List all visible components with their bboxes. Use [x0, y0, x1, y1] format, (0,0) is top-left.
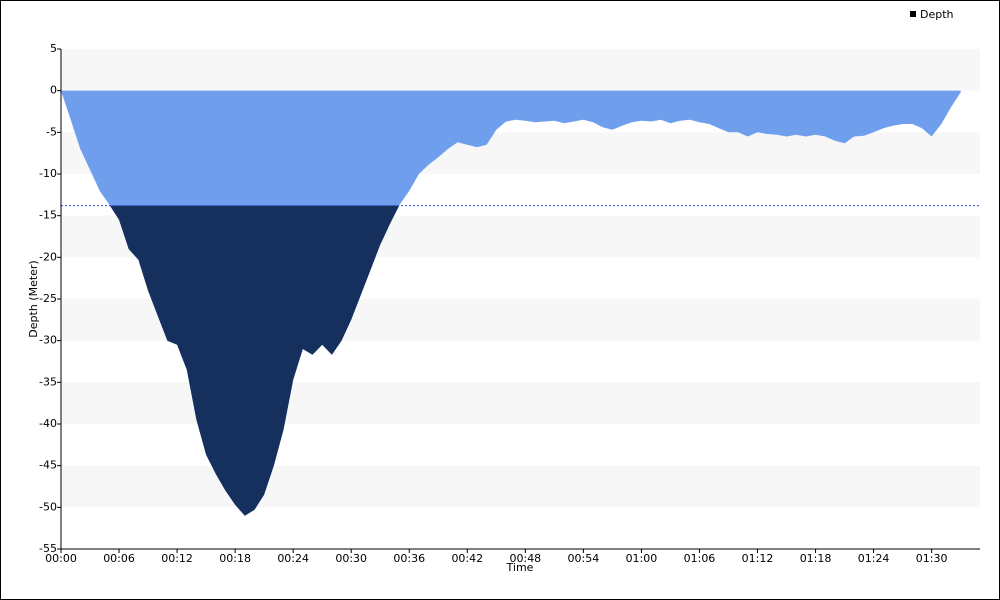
y-tick-label: -15	[39, 209, 57, 222]
x-tick-label: 01:06	[684, 552, 716, 565]
x-tick-label: 00:24	[277, 552, 309, 565]
y-tick-label: 0	[50, 84, 57, 97]
y-tick-label: -35	[39, 375, 57, 388]
y-tick-label: -10	[39, 167, 57, 180]
x-axis-title: Time	[506, 561, 534, 574]
x-tick-label: 01:24	[858, 552, 890, 565]
x-tick-label: 00:48	[509, 552, 541, 565]
x-tick-label: 00:06	[103, 552, 135, 565]
x-tick-label: 00:18	[219, 552, 251, 565]
y-axis-title: Depth (Meter)	[27, 260, 40, 337]
y-tick-label: -55	[39, 542, 57, 555]
legend-swatch	[910, 11, 916, 17]
y-tick-label: -5	[46, 125, 57, 138]
legend-label: Depth	[920, 8, 954, 21]
band	[61, 465, 980, 508]
x-tick-label: 00:00	[45, 552, 77, 565]
y-tick-label: -25	[39, 292, 57, 305]
y-tick-label: -45	[39, 459, 57, 472]
band	[61, 49, 980, 91]
x-tick-label: 00:12	[161, 552, 193, 565]
x-tick-label: 00:30	[335, 552, 367, 565]
x-tick-label: 01:18	[800, 552, 832, 565]
deep-area	[109, 205, 400, 516]
x-tick-label: 01:00	[626, 552, 658, 565]
y-tick-label: -40	[39, 417, 57, 430]
y-tick-label: -30	[39, 334, 57, 347]
x-tick-label: 00:36	[393, 552, 425, 565]
x-tick-label: 01:30	[916, 552, 948, 565]
x-tick-label: 00:54	[568, 552, 600, 565]
y-tick-label: -50	[39, 500, 57, 513]
y-tick-label: -20	[39, 250, 57, 263]
y-tick-label: 5	[50, 42, 57, 55]
x-tick-label: 00:42	[451, 552, 483, 565]
x-tick-label: 01:12	[742, 552, 774, 565]
